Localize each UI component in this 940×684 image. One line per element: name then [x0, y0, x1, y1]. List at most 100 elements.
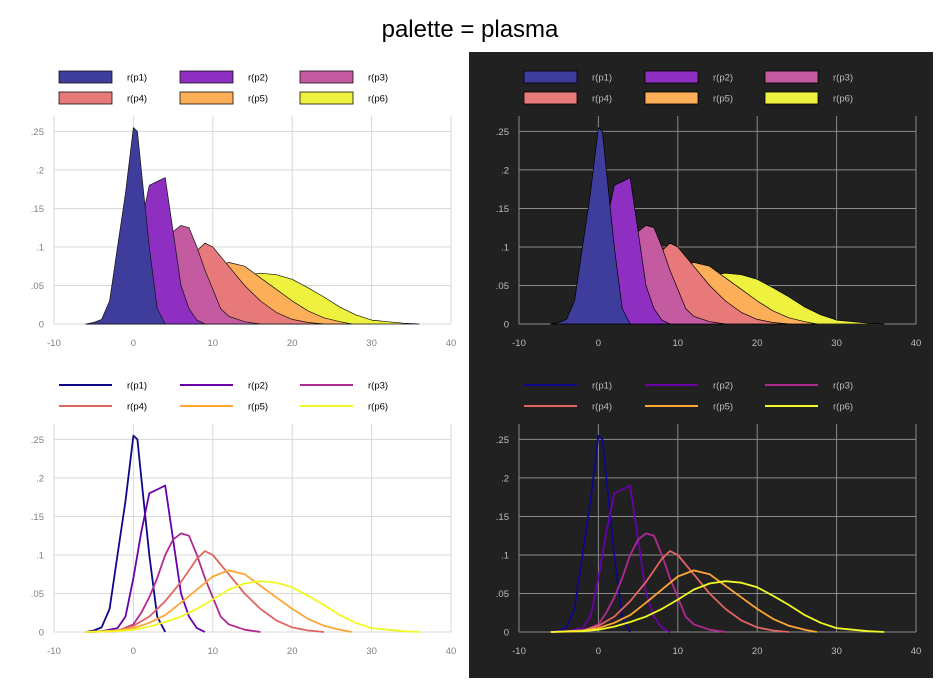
legend: r(p1) r(p2) r(p3) r(p4) r(p5) r(p6) [523, 70, 853, 105]
figure-title: palette = plasma [381, 16, 559, 43]
y-tick-label: .25 [31, 435, 44, 446]
filled-density-chart-light: r(p1) r(p2) r(p3)r(p4) r(p5) r(p6)-10 0 10 20 30… [4, 52, 468, 370]
y-tick-label: .05 [496, 589, 509, 600]
density-line-rp4 [85, 550, 325, 633]
legend-swatch [179, 91, 234, 105]
legend-label: r(p2) [713, 73, 733, 84]
legend-swatch [58, 70, 113, 84]
density-area-rp1 [85, 127, 166, 325]
panel-background [4, 360, 468, 678]
x-tick-label: 0 [131, 646, 136, 657]
chart-panel-filled-dark: r(p1) r(p2) r(p3) r(p4) r(p5) r(p6) -10 0 10 20 30… [469, 52, 933, 370]
series-group [85, 434, 420, 633]
y-tick-label: .05 [496, 281, 509, 292]
y-tick-label: 0 [504, 628, 509, 639]
y-tick-label: .2 [501, 165, 509, 176]
x-tick-label: -10 [47, 646, 61, 657]
x-tick-label: 20 [287, 646, 298, 657]
density-line-rp6 [85, 580, 420, 633]
y-tick-label: .2 [36, 165, 44, 176]
legend-swatch [644, 70, 699, 84]
legend-swatch [299, 70, 354, 84]
x-tick-label: 30 [366, 338, 377, 349]
density-line-rp3 [550, 532, 726, 633]
x-tick-label: 10 [673, 338, 684, 349]
chart-panel-line-dark: r(p1) r(p2) r(p3) r(p4) r(p5) r(p6) -10 0 10 20 30… [469, 360, 933, 678]
series-group [85, 127, 420, 325]
legend-label: r(p6) [368, 94, 388, 105]
legend-swatch [764, 70, 819, 84]
legend-label: r(p5) [713, 94, 733, 105]
legend: r(p1) r(p2) r(p3) r(p4) r(p5) r(p6) [59, 381, 388, 413]
x-tick-label: 0 [131, 338, 136, 349]
density-line-rp3 [85, 532, 261, 633]
x-tick-label: 40 [446, 338, 457, 349]
y-tick-label: .1 [36, 242, 44, 253]
legend-label: r(p3) [833, 381, 853, 392]
legend-swatch [523, 91, 578, 105]
y-tick-label: .2 [36, 473, 44, 484]
x-tick-label: 30 [366, 646, 377, 657]
x-tick-label: -10 [512, 646, 526, 657]
legend-label: r(p3) [368, 73, 388, 84]
y-tick-label: .25 [31, 127, 44, 138]
chart-panel-filled-light: r(p1) r(p2) r(p3) r(p4) r(p5) r(p6) -10 0 10 20 30… [4, 52, 468, 370]
series-group [550, 434, 885, 633]
axes: -10 0 10 20 30 400.05.1.15.2.25 [496, 424, 922, 657]
density-line-rp1 [85, 434, 166, 633]
legend-swatch [644, 91, 699, 105]
x-tick-label: -10 [512, 338, 526, 349]
y-tick-label: .1 [501, 550, 509, 561]
y-tick-label: .15 [496, 204, 509, 215]
density-line-rp5 [550, 569, 817, 633]
legend-label: r(p4) [127, 402, 147, 413]
axes: -10 0 10 20 30 400.05.1.15.2.25 [496, 116, 922, 349]
legend-swatch [764, 91, 819, 105]
legend-label: r(p2) [248, 73, 268, 84]
x-tick-label: 30 [831, 646, 842, 657]
legend-label: r(p3) [833, 73, 853, 84]
x-tick-label: 10 [673, 646, 684, 657]
x-tick-label: 20 [287, 338, 298, 349]
legend-swatch [523, 70, 578, 84]
density-line-rp6 [550, 580, 885, 633]
x-tick-label: 0 [596, 646, 601, 657]
y-tick-label: 0 [504, 320, 509, 331]
x-tick-label: 40 [911, 338, 922, 349]
y-tick-label: .25 [496, 127, 509, 138]
line-density-chart-dark: r(p1) r(p2) r(p3)r(p4) r(p5) r(p6)-10 0 10 20 30… [469, 360, 933, 678]
legend-label: r(p5) [248, 402, 268, 413]
legend-swatch [58, 91, 113, 105]
legend-label: r(p1) [127, 381, 147, 392]
y-tick-label: .05 [31, 589, 44, 600]
legend-label: r(p1) [592, 73, 612, 84]
legend-label: r(p2) [248, 381, 268, 392]
chart-panel-line-light: r(p1) r(p2) r(p3) r(p4) r(p5) r(p6) -10 0 10 20 30… [4, 360, 468, 678]
density-line-rp4 [550, 550, 790, 633]
x-tick-label: 30 [831, 338, 842, 349]
line-density-chart-light: r(p1) r(p2) r(p3)r(p4) r(p5) r(p6)-10 0 10 20 30… [4, 360, 468, 678]
x-tick-label: 10 [208, 338, 219, 349]
y-tick-label: 0 [39, 320, 44, 331]
legend-label: r(p5) [713, 402, 733, 413]
series-group [550, 127, 885, 325]
y-tick-label: .05 [31, 281, 44, 292]
legend-label: r(p1) [127, 73, 147, 84]
legend-label: r(p4) [592, 402, 612, 413]
y-tick-label: .1 [501, 242, 509, 253]
x-tick-label: -10 [47, 338, 61, 349]
legend-label: r(p4) [127, 94, 147, 105]
legend-label: r(p5) [248, 94, 268, 105]
legend-label: r(p6) [833, 94, 853, 105]
legend-swatch [179, 70, 234, 84]
legend-label: r(p3) [368, 381, 388, 392]
legend-swatch [299, 91, 354, 105]
density-line-rp1 [550, 434, 631, 633]
legend-label: r(p1) [592, 381, 612, 392]
x-tick-label: 0 [596, 338, 601, 349]
y-tick-label: .15 [496, 512, 509, 523]
density-area-rp1 [550, 127, 631, 325]
y-tick-label: .2 [501, 473, 509, 484]
x-tick-label: 40 [911, 646, 922, 657]
x-tick-label: 10 [208, 646, 219, 657]
